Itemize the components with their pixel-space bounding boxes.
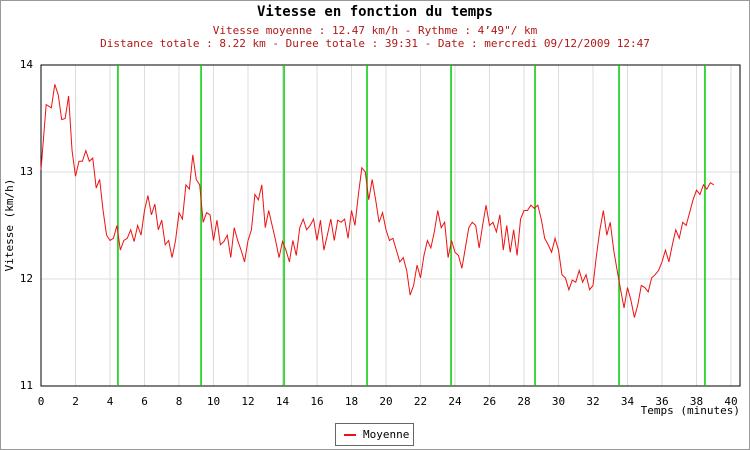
x-tick-label: 22 <box>414 395 427 408</box>
x-tick-label: 4 <box>107 395 114 408</box>
chart-subtitle: Vitesse moyenne : 12.47 km/h - Rythme : … <box>213 24 538 37</box>
x-tick-label: 30 <box>552 395 565 408</box>
x-tick-label: 12 <box>241 395 254 408</box>
x-tick-label: 14 <box>276 395 290 408</box>
y-tick-label: 11 <box>20 379 33 392</box>
x-tick-label: 18 <box>345 395 358 408</box>
y-axis-label: Vitesse (km/h) <box>3 179 16 272</box>
x-tick-label: 36 <box>655 395 668 408</box>
legend-box <box>335 423 414 446</box>
x-tick-label: 38 <box>690 395 703 408</box>
x-tick-label: 26 <box>483 395 496 408</box>
x-axis-label: Temps (minutes) <box>641 404 740 417</box>
legend-label: Moyenne <box>363 428 409 441</box>
plot-frame <box>40 64 741 387</box>
x-tick-label: 24 <box>448 395 462 408</box>
x-tick-label: 28 <box>517 395 530 408</box>
x-tick-label: 8 <box>176 395 183 408</box>
x-tick-label: 34 <box>621 395 635 408</box>
x-tick-label: 40 <box>724 395 737 408</box>
y-tick-label: 14 <box>20 58 34 71</box>
x-tick-label: 10 <box>207 395 220 408</box>
x-tick-label: 32 <box>586 395 599 408</box>
x-tick-label: 2 <box>72 395 79 408</box>
x-tick-label: 16 <box>310 395 323 408</box>
y-tick-label: 13 <box>20 165 33 178</box>
x-tick-label: 0 <box>38 395 45 408</box>
y-tick-label: 12 <box>20 272 33 285</box>
data-line <box>40 84 715 318</box>
x-tick-label: 20 <box>379 395 392 408</box>
x-tick-label: 6 <box>141 395 148 408</box>
chart-subtitle: Distance totale : 8.22 km - Duree totale… <box>100 37 650 50</box>
chart-title: Vitesse en fonction du temps <box>257 4 493 20</box>
